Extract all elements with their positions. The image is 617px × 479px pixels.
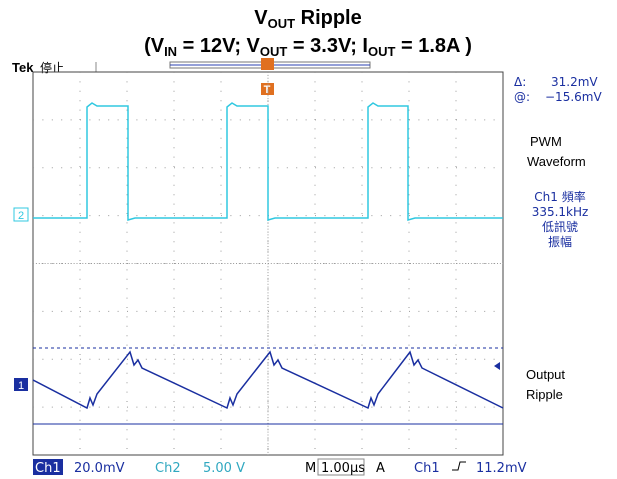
readout-value: 31.2mV xyxy=(551,75,598,89)
title-line1: VOUT Ripple xyxy=(254,7,361,31)
title-sub: OUT xyxy=(260,44,288,59)
readout-label: Δ: xyxy=(514,75,526,89)
status-text: Ch1 xyxy=(414,461,440,476)
status-text: 5.00 V xyxy=(203,461,245,476)
trigger-pos xyxy=(261,58,274,70)
title-line2: (VIN = 12V; VOUT = 3.3V; IOUT = 1.8A ) xyxy=(144,35,472,59)
freq-line: 振幅 xyxy=(548,234,572,249)
ch1-marker-label: 1 xyxy=(18,380,24,392)
freq-line: Ch1 頻率 xyxy=(534,189,585,204)
status-text: Ch1 xyxy=(35,461,61,476)
level-arrow xyxy=(494,362,500,370)
ch2-marker-label: 2 xyxy=(18,210,24,222)
slope-icon xyxy=(452,462,466,470)
title-part: = 12V; V xyxy=(177,35,260,57)
trigger-label: T xyxy=(264,84,271,96)
status-text: M xyxy=(305,461,316,476)
freq-line: 低訊號 xyxy=(542,219,578,234)
readout: Δ: 31.2mV @: −15.6mV xyxy=(514,75,602,104)
readout-label: @: xyxy=(514,90,530,104)
title-part: = 1.8A ) xyxy=(395,35,472,57)
freq-line: 335.1kHz xyxy=(532,205,589,219)
title-part: Ripple xyxy=(295,7,362,29)
note: PWM xyxy=(530,134,562,149)
title-part: (V xyxy=(144,35,165,57)
note: Waveform xyxy=(527,154,586,169)
title-sub: IN xyxy=(164,44,177,59)
title-sub: OUT xyxy=(368,44,396,59)
page: VOUT Ripple (VIN = 12V; VOUT = 3.3V; IOU… xyxy=(0,0,617,479)
ch2-waveform xyxy=(33,103,503,220)
title-part: = 3.3V; I xyxy=(287,35,368,57)
status-text: A xyxy=(376,461,385,476)
status-text: 11.2mV xyxy=(476,461,527,476)
freq-readout: Ch1 頻率 335.1kHz 低訊號 振幅 xyxy=(532,189,589,249)
note: Output xyxy=(526,367,565,382)
status-text: 1.00µs xyxy=(321,461,365,476)
status-text: Ch2 xyxy=(155,461,181,476)
title-part: V xyxy=(254,7,268,29)
status-bar: Ch1 20.0mV Ch2 5.00 V M 1.00µs A Ch1 11.… xyxy=(33,459,527,476)
readout-value: −15.6mV xyxy=(545,90,602,104)
brand: Tek xyxy=(12,60,34,75)
status: 停止 xyxy=(40,60,64,75)
scope-screenshot: VOUT Ripple (VIN = 12V; VOUT = 3.3V; IOU… xyxy=(0,0,617,479)
title-sub: OUT xyxy=(268,16,296,31)
status-text: 20.0mV xyxy=(74,461,125,476)
note: Ripple xyxy=(526,387,563,402)
